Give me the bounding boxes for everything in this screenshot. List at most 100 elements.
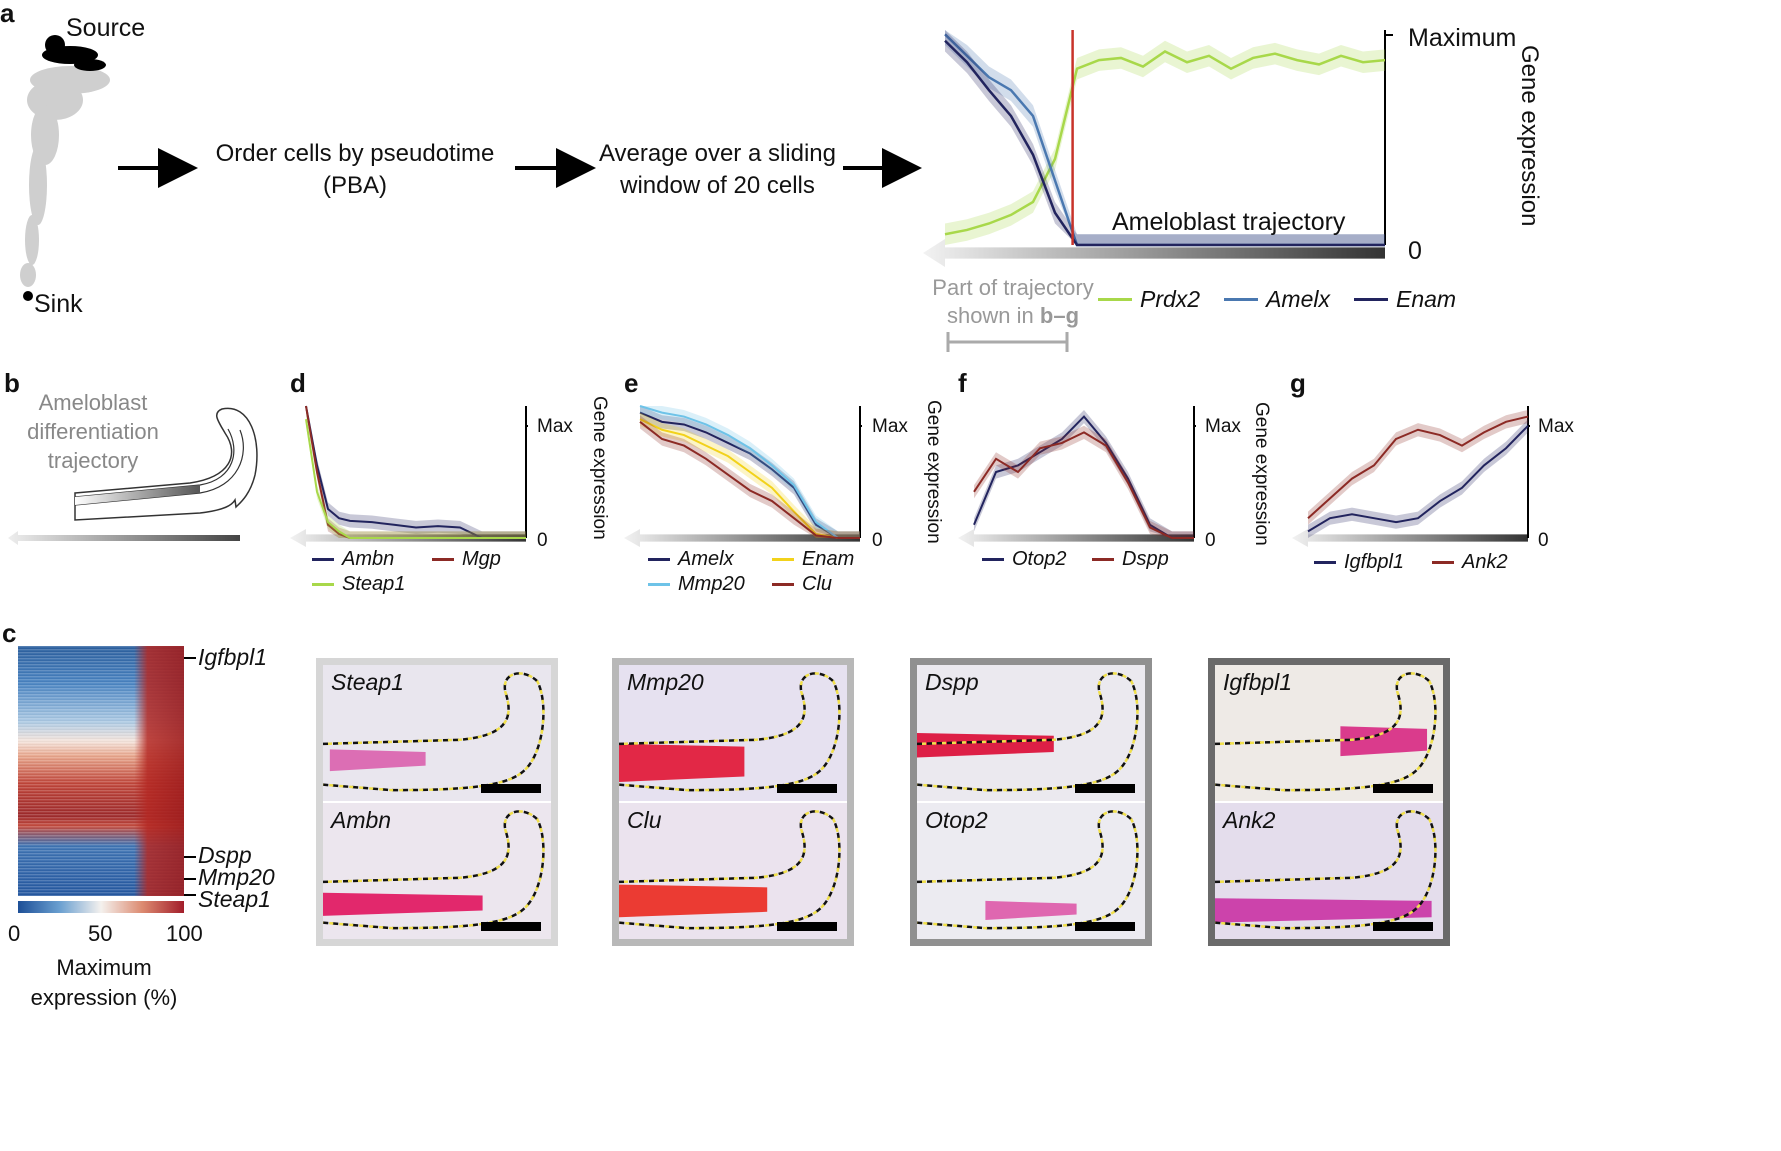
f-max: Max (1205, 416, 1241, 437)
scale-bar (481, 784, 541, 793)
d-ylabel: Gene expression (589, 396, 610, 540)
legend-text: Mgp (462, 548, 501, 570)
legend-text: Clu (802, 573, 833, 595)
panel-label-e: e (624, 368, 639, 398)
legend-item-dspp: Dspp (1092, 548, 1202, 571)
ish-gene-label: Ank2 (1223, 807, 1276, 833)
legend-text: Igfbpl1 (1344, 551, 1405, 573)
ameloblast-diff-label: Ameloblast differentiation trajectory (27, 390, 159, 473)
scale-bar (777, 922, 837, 931)
ish-gene-label: Dspp (925, 669, 979, 695)
dashed-outline (917, 810, 1139, 930)
chart-d (290, 405, 528, 547)
dashed-outline (323, 810, 545, 930)
ish-image-mmp20: Mmp20 (619, 665, 847, 801)
range-bracket (946, 332, 1069, 352)
series-band-igfbpl1 (1308, 419, 1528, 538)
legend-swatch (772, 583, 794, 586)
legend-swatch (312, 558, 334, 561)
stain-region (323, 892, 483, 916)
ish-image-ank2: Ank2 (1215, 803, 1443, 939)
legend-text: Otop2 (1012, 548, 1067, 570)
ish-image-dspp: Dspp (917, 665, 1145, 801)
series-band-clu (640, 415, 860, 538)
stain-region (917, 733, 1054, 758)
trajectory-arrow (923, 239, 1385, 267)
dashed-outline (917, 672, 1139, 792)
legend-f: Otop2 Dspp (982, 548, 1222, 571)
legend-swatch (432, 558, 454, 561)
f-zero: 0 (1205, 530, 1216, 551)
ish-gene-label: Steap1 (331, 669, 404, 695)
legend-swatch (1224, 298, 1259, 301)
panel-label-b: b (4, 368, 20, 398)
legend-swatch (1098, 298, 1132, 301)
heatmap (18, 646, 184, 896)
ish-image-clu: Clu (619, 803, 847, 939)
ish-image-ambn: Ambn (323, 803, 551, 939)
legend-swatch (648, 583, 670, 586)
scale-bar (1373, 922, 1433, 931)
legend-text: Ank2 (1462, 551, 1508, 573)
dashed-outline (323, 672, 545, 792)
panel-label-f: f (958, 368, 967, 398)
e-ylabel: Gene expression (923, 400, 944, 544)
legend-item-enam: Enam (1354, 286, 1456, 313)
g-max: Max (1538, 416, 1574, 437)
legend-swatch (772, 558, 794, 561)
legend-swatch (312, 583, 334, 586)
legend-d: Ambn Mgp Steap1 (312, 548, 552, 596)
legend-text: Mmp20 (678, 573, 745, 595)
legend-e: Amelx Enam Mmp20 Clu (648, 548, 888, 596)
source-label: Source (66, 14, 146, 42)
legend-item-steap1: Steap1 (312, 573, 432, 596)
colorbar-label: Maximum expression (%) (30, 955, 178, 1010)
legend-swatch (1354, 298, 1388, 301)
f-ylabel: Gene expression (1251, 402, 1272, 546)
colorbar-tick-100: 100 (166, 921, 203, 946)
series-line-ambn (305, 405, 526, 539)
sink-label: Sink (34, 290, 83, 318)
dashed-outline (1215, 672, 1437, 792)
stain-region (1215, 898, 1432, 923)
scale-bar (1075, 784, 1135, 793)
legend-text: Dspp (1122, 548, 1169, 570)
colorbar-tick-50: 50 (88, 921, 113, 946)
ish-group-3 (910, 658, 1152, 946)
ish-gene-label: Ambn (331, 807, 392, 833)
stain-region (985, 900, 1077, 920)
ish-image-otop2: Otop2 (917, 803, 1145, 939)
chart-g (1292, 406, 1530, 547)
legend-swatch (1432, 561, 1454, 564)
series-band-amelx (945, 30, 1385, 245)
legend-swatch (982, 558, 1004, 561)
legend-text: Ambn (342, 548, 395, 570)
ish-gene-label: Otop2 (925, 807, 988, 833)
ish-group-1 (316, 658, 558, 946)
stain-region (1340, 726, 1428, 757)
gene-label-igfbpl1: Igfbpl1 (198, 644, 268, 670)
y-axis-label: Gene expression (1516, 45, 1543, 227)
legend-g: Igfbpl1 Ank2 (1314, 551, 1554, 574)
panel-label-a: a (0, 0, 15, 28)
legend-item-igfbpl1: Igfbpl1 (1314, 551, 1432, 574)
legend-item-enam: Enam (772, 548, 882, 571)
scale-bar (777, 784, 837, 793)
stain-region (329, 749, 426, 772)
legend-item-clu: Clu (772, 573, 882, 596)
scale-bar (1075, 922, 1135, 931)
dashed-outline (619, 810, 841, 930)
trajectory-chart (923, 30, 1393, 267)
e-zero: 0 (872, 530, 883, 551)
gene-label-mmp20: Mmp20 (198, 864, 275, 890)
step-order-cells: Order cells by pseudotime (PBA) (215, 140, 495, 199)
trajectory-arrow (958, 529, 1194, 547)
gene-label-steap1: Steap1 (198, 886, 271, 912)
scale-bar (481, 922, 541, 931)
legend-item-ambn: Ambn (312, 548, 432, 571)
scale-bar (1373, 784, 1433, 793)
series-band-dspp (974, 425, 1194, 538)
legend-item-ank2: Ank2 (1432, 551, 1542, 574)
legend-text: Prdx2 (1140, 286, 1201, 312)
legend-a: Prdx2 Amelx Enam (1098, 286, 1456, 313)
